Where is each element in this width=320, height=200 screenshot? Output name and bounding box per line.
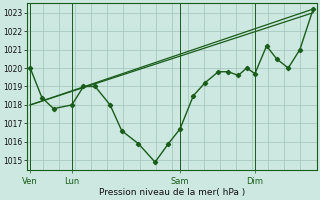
- X-axis label: Pression niveau de la mer( hPa ): Pression niveau de la mer( hPa ): [99, 188, 245, 197]
